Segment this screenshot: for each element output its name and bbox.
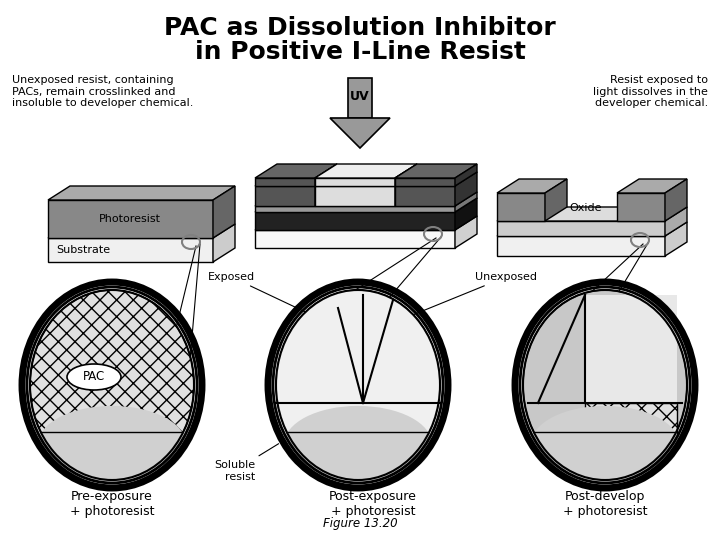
Polygon shape bbox=[455, 216, 477, 248]
Ellipse shape bbox=[38, 406, 186, 482]
Polygon shape bbox=[455, 172, 477, 206]
Polygon shape bbox=[665, 179, 687, 221]
Text: Resist exposed to
light dissolves in the
developer chemical.: Resist exposed to light dissolves in the… bbox=[593, 75, 708, 108]
Polygon shape bbox=[255, 230, 455, 248]
Ellipse shape bbox=[531, 406, 679, 482]
Text: Unexposed: Unexposed bbox=[390, 272, 537, 324]
Polygon shape bbox=[255, 216, 477, 230]
Text: Post-develop
+ photoresist: Post-develop + photoresist bbox=[563, 490, 647, 518]
Polygon shape bbox=[395, 164, 417, 186]
Polygon shape bbox=[255, 206, 455, 212]
Polygon shape bbox=[455, 164, 477, 186]
Polygon shape bbox=[330, 118, 390, 148]
Polygon shape bbox=[497, 221, 665, 236]
Ellipse shape bbox=[30, 290, 194, 480]
Polygon shape bbox=[497, 222, 687, 236]
Ellipse shape bbox=[523, 290, 687, 480]
Polygon shape bbox=[315, 186, 395, 206]
Polygon shape bbox=[348, 78, 372, 118]
Text: Substrate: Substrate bbox=[56, 245, 110, 255]
Ellipse shape bbox=[276, 290, 440, 480]
Polygon shape bbox=[48, 186, 235, 200]
Text: Exposed: Exposed bbox=[208, 272, 330, 324]
Polygon shape bbox=[315, 172, 417, 186]
Polygon shape bbox=[255, 212, 455, 230]
Polygon shape bbox=[255, 192, 477, 206]
Polygon shape bbox=[255, 164, 337, 178]
Text: Oxide: Oxide bbox=[570, 203, 602, 213]
Polygon shape bbox=[455, 192, 477, 212]
Polygon shape bbox=[545, 179, 567, 221]
Polygon shape bbox=[617, 193, 665, 221]
Polygon shape bbox=[395, 164, 477, 178]
Ellipse shape bbox=[67, 364, 121, 390]
Text: PAC as Dissolution Inhibitor: PAC as Dissolution Inhibitor bbox=[164, 16, 556, 40]
Polygon shape bbox=[497, 179, 567, 193]
Polygon shape bbox=[497, 236, 665, 256]
Polygon shape bbox=[395, 172, 417, 206]
Polygon shape bbox=[255, 186, 315, 206]
Ellipse shape bbox=[284, 406, 432, 482]
Text: PAC: PAC bbox=[83, 370, 105, 383]
Text: Pre-exposure
+ photoresist: Pre-exposure + photoresist bbox=[70, 490, 154, 518]
Polygon shape bbox=[48, 238, 213, 262]
Text: Soluble
resist: Soluble resist bbox=[214, 444, 279, 482]
Polygon shape bbox=[395, 172, 477, 186]
Polygon shape bbox=[315, 164, 417, 178]
Polygon shape bbox=[315, 172, 337, 206]
Polygon shape bbox=[315, 178, 395, 186]
Polygon shape bbox=[665, 222, 687, 256]
Polygon shape bbox=[213, 224, 235, 262]
Polygon shape bbox=[48, 224, 235, 238]
Text: Post-exposure
+ photoresist: Post-exposure + photoresist bbox=[329, 490, 417, 518]
Polygon shape bbox=[395, 178, 455, 186]
Polygon shape bbox=[497, 193, 545, 221]
Text: UV: UV bbox=[350, 91, 370, 104]
Polygon shape bbox=[255, 178, 315, 186]
Text: Unexposed resist, containing
PACs, remain crosslinked and
insoluble to developer: Unexposed resist, containing PACs, remai… bbox=[12, 75, 194, 108]
Polygon shape bbox=[585, 403, 677, 437]
Polygon shape bbox=[48, 200, 213, 238]
Polygon shape bbox=[395, 186, 455, 206]
Polygon shape bbox=[497, 207, 687, 221]
Text: in Positive I-Line Resist: in Positive I-Line Resist bbox=[194, 40, 526, 64]
Text: Figure 13.20: Figure 13.20 bbox=[323, 517, 397, 530]
Polygon shape bbox=[665, 207, 687, 236]
Polygon shape bbox=[315, 164, 337, 186]
Polygon shape bbox=[213, 186, 235, 238]
Polygon shape bbox=[585, 295, 677, 403]
Polygon shape bbox=[255, 172, 337, 186]
Text: Photoresist: Photoresist bbox=[99, 214, 161, 224]
Ellipse shape bbox=[276, 290, 440, 480]
Polygon shape bbox=[255, 198, 477, 212]
Polygon shape bbox=[617, 179, 687, 193]
Polygon shape bbox=[455, 198, 477, 230]
